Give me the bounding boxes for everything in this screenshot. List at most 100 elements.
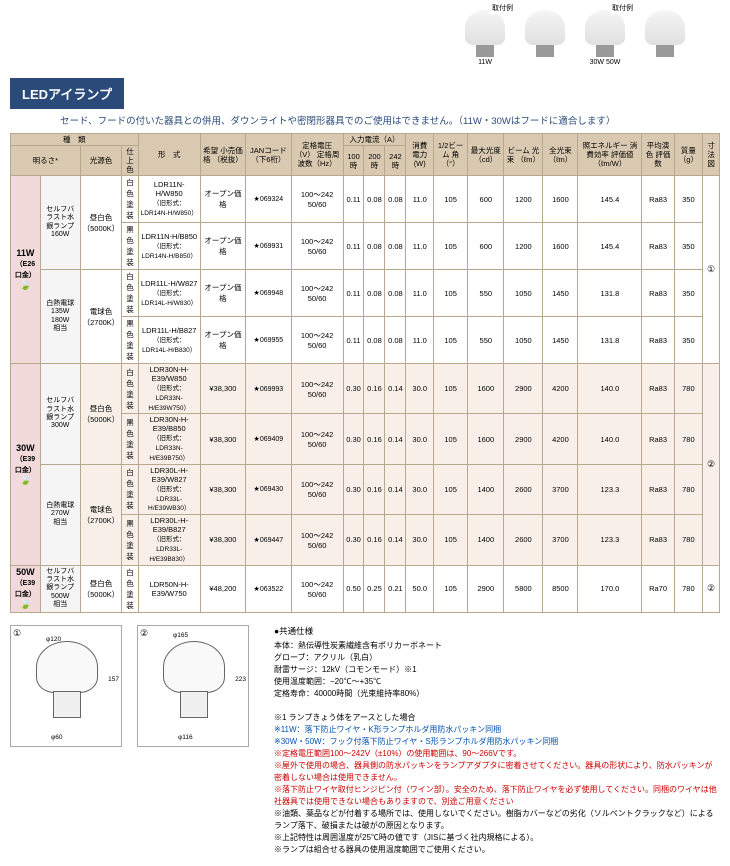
cell: 0.30: [343, 414, 364, 464]
cell: 145.4: [578, 176, 642, 223]
th-brightness: 明るさ*: [11, 146, 81, 176]
cell: 780: [674, 515, 702, 565]
th-bf: ビーム 光束 （ℓm）: [504, 134, 543, 176]
cell: 30.0: [406, 464, 434, 514]
cell: 0.08: [364, 176, 385, 223]
th-cri: 平均演色 評価数: [642, 134, 674, 176]
cell: 白色塗装: [122, 565, 138, 612]
lightcolor-cell: 昼白色（5000K）: [80, 565, 122, 612]
cell: 350: [674, 317, 702, 364]
cell: 100～24250/60: [291, 223, 343, 270]
lightcolor-cell: 電球色（2700K）: [80, 464, 122, 565]
cell: 123.3: [578, 515, 642, 565]
cell: 黒色塗装: [122, 223, 138, 270]
cell: 0.08: [364, 317, 385, 364]
th-model: 形 式: [138, 134, 200, 176]
cell: 100～24250/60: [291, 414, 343, 464]
bulb-attach-label: 取付例: [490, 2, 515, 14]
bulb-caption: 11W: [478, 59, 492, 66]
cell: 100～24250/60: [291, 176, 343, 223]
cell: 0.30: [343, 464, 364, 514]
bulb-image: [520, 10, 570, 70]
cell: 105: [434, 364, 468, 414]
dim-label: φ116: [178, 734, 193, 741]
bulb-attach-label: 取付例: [610, 2, 635, 14]
cell: 白色塗装: [122, 364, 138, 414]
cell: 0.08: [385, 270, 406, 317]
cell: 105: [434, 515, 468, 565]
notes-section: ●共通仕様 本体：熱伝導性炭素繊維含有ポリカーボネートグローブ：アクリル（乳白）…: [264, 625, 720, 857]
dim-cell: ②: [703, 364, 720, 566]
spec-table: 種 類 形 式 希望 小売価格 （税抜） JANコード （下6桁） 定格電圧（V…: [10, 133, 720, 613]
note-line-blue: ※11W：落下防止ワイヤ・K形ランプホルダ用防水パッキン同梱: [274, 724, 720, 736]
leaf-icon: 🍃: [19, 475, 31, 486]
th-lightcolor: 光源色: [80, 146, 122, 176]
cell: 11.0: [406, 317, 434, 364]
cell: 350: [674, 270, 702, 317]
cell: 0.08: [385, 317, 406, 364]
dim-label: φ120: [46, 636, 61, 643]
lightcolor-cell: 昼白色（5000K）: [80, 364, 122, 465]
cell: オープン価格: [200, 317, 245, 364]
cell: 145.4: [578, 223, 642, 270]
cell: 170.0: [578, 565, 642, 612]
cell: 0.14: [385, 414, 406, 464]
cell: 1400: [468, 515, 504, 565]
cell: ★069993: [246, 364, 292, 414]
cell: Ra83: [642, 223, 674, 270]
cell: 2600: [504, 515, 543, 565]
cell: 2900: [504, 364, 543, 414]
cell: ¥38,300: [200, 515, 245, 565]
dim-label: 157: [108, 676, 119, 683]
cell: 黒色塗装: [122, 515, 138, 565]
cell: オープン価格: [200, 270, 245, 317]
desc-cell: 白熱電球270W相当: [40, 464, 80, 565]
leaf-icon: 🍃: [19, 280, 31, 291]
cell: ★069955: [246, 317, 292, 364]
cell: 780: [674, 414, 702, 464]
th-kind: 種 類: [11, 134, 139, 146]
lightcolor-cell: 電球色（2700K）: [80, 270, 122, 364]
diagram-number: ①: [13, 628, 21, 639]
cell: 11.0: [406, 176, 434, 223]
model-cell: LDR11L-H/W827（旧形式：LDR14L-H/W830）: [138, 270, 200, 317]
cell: オープン価格: [200, 223, 245, 270]
dim-label: φ60: [51, 734, 62, 741]
note-line-red: ※屋外で使用の場合、器具側の防水パッキンをランプアダプタに密着させてください。器…: [274, 760, 720, 784]
cell: 100～24250/60: [291, 364, 343, 414]
cell: 105: [434, 414, 468, 464]
cell: 105: [434, 223, 468, 270]
note-line-red: ※落下防止ワイヤ取付ヒンジピン付（ワイン部）。安全のため、落下防止ワイヤを必ず使…: [274, 784, 720, 808]
cell: 105: [434, 176, 468, 223]
th-c200: 200時: [364, 146, 385, 176]
cell: 黒色塗装: [122, 414, 138, 464]
diagrams-section: ① φ120 157 φ60 ② φ165 223 φ116 ●共通仕様 本体：…: [10, 625, 720, 857]
th-current: 入力電流（A）: [343, 134, 406, 146]
th-dim: 寸法図: [703, 134, 720, 176]
cell: 1450: [543, 270, 578, 317]
cell: 0.14: [385, 364, 406, 414]
cell: 123.3: [578, 464, 642, 514]
cell: 0.14: [385, 464, 406, 514]
cell: 3700: [543, 464, 578, 514]
cell: オープン価格: [200, 176, 245, 223]
cell: 0.30: [343, 364, 364, 414]
th-cd: 最大光度 （cd）: [468, 134, 504, 176]
bulb-caption: 30W 50W: [590, 59, 621, 66]
cell: Ra83: [642, 176, 674, 223]
model-cell: LDR30N-H-E39/W850（旧形式：LDR33N-H/E39W750）: [138, 364, 200, 414]
cell: 30.0: [406, 364, 434, 414]
cell: 0.11: [343, 223, 364, 270]
note-line: 本体：熱伝導性炭素繊維含有ポリカーボネート: [274, 640, 720, 652]
cell: 0.25: [364, 565, 385, 612]
th-price: 希望 小売価格 （税抜）: [200, 134, 245, 176]
cell: 0.50: [343, 565, 364, 612]
desc-cell: セルフバラスト水銀ランプ500W相当: [40, 565, 80, 612]
cell: 131.8: [578, 317, 642, 364]
cell: 50.0: [406, 565, 434, 612]
diagram-1: ① φ120 157 φ60: [10, 625, 122, 857]
cell: 105: [434, 464, 468, 514]
cell: 30.0: [406, 414, 434, 464]
th-c100: 100時: [343, 146, 364, 176]
cell: 5800: [504, 565, 543, 612]
